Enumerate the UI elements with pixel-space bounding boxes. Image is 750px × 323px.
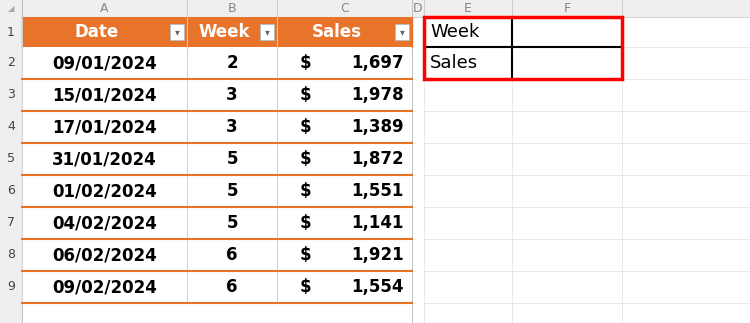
Bar xyxy=(22,79,412,111)
Text: Week: Week xyxy=(198,23,250,41)
Text: 6: 6 xyxy=(226,278,238,296)
Text: 1: 1 xyxy=(7,26,15,38)
Bar xyxy=(395,24,409,40)
Bar xyxy=(22,143,412,175)
Text: 1,554: 1,554 xyxy=(352,278,404,296)
Bar xyxy=(424,17,622,79)
Text: 5: 5 xyxy=(226,182,238,200)
Text: 2: 2 xyxy=(7,57,15,69)
Bar xyxy=(0,239,22,271)
Text: 17/01/2024: 17/01/2024 xyxy=(52,118,157,136)
Bar xyxy=(22,17,412,47)
Text: ▾: ▾ xyxy=(400,27,404,37)
Bar xyxy=(0,175,22,207)
Text: Sales: Sales xyxy=(430,54,478,72)
Text: 3: 3 xyxy=(7,89,15,101)
Text: 09/01/2024: 09/01/2024 xyxy=(52,54,157,72)
Text: 4: 4 xyxy=(7,120,15,133)
Bar xyxy=(22,271,412,303)
Text: $: $ xyxy=(299,214,310,232)
Text: 31/01/2024: 31/01/2024 xyxy=(52,150,157,168)
Text: 1,978: 1,978 xyxy=(351,86,404,104)
Bar xyxy=(22,47,412,79)
Bar xyxy=(22,175,412,207)
Text: F: F xyxy=(563,2,571,15)
Text: $: $ xyxy=(299,150,310,168)
Text: 15/01/2024: 15/01/2024 xyxy=(53,86,157,104)
Text: ◢: ◢ xyxy=(8,4,14,13)
Bar xyxy=(0,47,22,79)
Text: 1,921: 1,921 xyxy=(351,246,404,264)
Text: D: D xyxy=(413,2,423,15)
Bar xyxy=(0,111,22,143)
Text: $: $ xyxy=(299,118,310,136)
Text: 8: 8 xyxy=(7,248,15,262)
Text: Week: Week xyxy=(430,23,479,41)
Text: 1,697: 1,697 xyxy=(351,54,404,72)
Bar xyxy=(0,0,750,17)
Text: $: $ xyxy=(299,278,310,296)
Bar xyxy=(0,79,22,111)
Text: 01/02/2024: 01/02/2024 xyxy=(52,182,157,200)
Text: $: $ xyxy=(299,54,310,72)
Text: E: E xyxy=(464,2,472,15)
Bar xyxy=(412,0,750,323)
Bar xyxy=(22,111,412,143)
Bar xyxy=(424,17,622,79)
Text: B: B xyxy=(228,2,236,15)
Text: 1,141: 1,141 xyxy=(352,214,404,232)
Text: 9: 9 xyxy=(7,280,15,294)
Bar xyxy=(0,143,22,175)
Text: 7: 7 xyxy=(7,216,15,230)
Bar xyxy=(0,17,22,323)
Text: Sales: Sales xyxy=(311,23,362,41)
Bar xyxy=(22,17,412,323)
Bar xyxy=(0,271,22,303)
Text: ▾: ▾ xyxy=(175,27,179,37)
Text: A: A xyxy=(100,2,109,15)
Text: ▾: ▾ xyxy=(265,27,269,37)
Text: $: $ xyxy=(299,182,310,200)
Text: 3: 3 xyxy=(226,118,238,136)
Bar xyxy=(22,239,412,271)
Text: Date: Date xyxy=(74,23,118,41)
Bar xyxy=(0,207,22,239)
Text: $: $ xyxy=(299,86,310,104)
Text: 1,551: 1,551 xyxy=(352,182,404,200)
Text: $: $ xyxy=(299,246,310,264)
Text: 6: 6 xyxy=(226,246,238,264)
Text: C: C xyxy=(340,2,349,15)
Text: 06/02/2024: 06/02/2024 xyxy=(52,246,157,264)
Bar xyxy=(22,207,412,239)
Text: 1,872: 1,872 xyxy=(351,150,404,168)
Text: 5: 5 xyxy=(226,150,238,168)
Text: 04/02/2024: 04/02/2024 xyxy=(52,214,157,232)
Text: 5: 5 xyxy=(226,214,238,232)
Text: 1,389: 1,389 xyxy=(351,118,404,136)
Text: 6: 6 xyxy=(7,184,15,197)
Text: 3: 3 xyxy=(226,86,238,104)
Bar xyxy=(260,24,274,40)
Text: 09/02/2024: 09/02/2024 xyxy=(52,278,157,296)
Bar xyxy=(0,17,22,47)
Text: 5: 5 xyxy=(7,152,15,165)
Text: 2: 2 xyxy=(226,54,238,72)
Bar xyxy=(170,24,184,40)
